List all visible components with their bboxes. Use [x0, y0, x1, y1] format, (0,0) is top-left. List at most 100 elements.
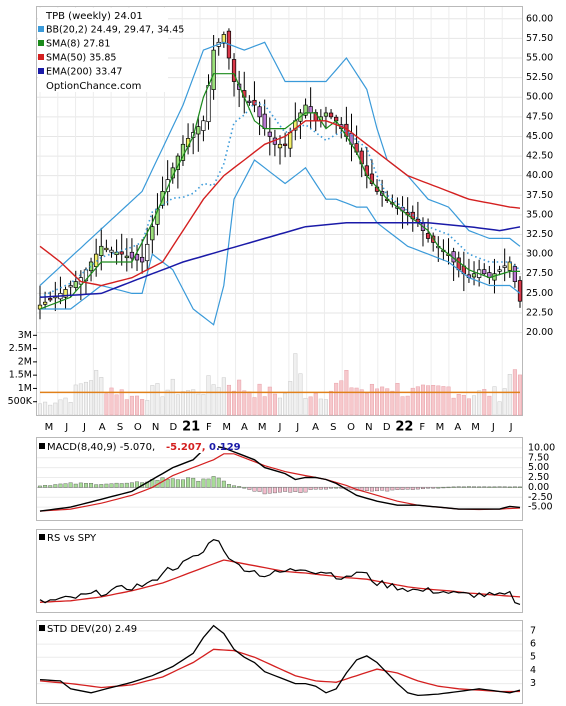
- volume-bar: [129, 395, 134, 416]
- volume-bar: [58, 399, 63, 416]
- volume-tick-label: 1.5M: [9, 370, 32, 381]
- macd-histogram-bar: [298, 487, 303, 494]
- month-tick-label: M: [258, 422, 267, 433]
- volume-bar: [487, 395, 492, 416]
- volume-bar: [364, 393, 369, 416]
- month-tick-label: J: [82, 422, 86, 433]
- volume-bar: [104, 393, 109, 416]
- price-tick-label: 35.00: [526, 209, 553, 220]
- candle-body: [129, 251, 135, 259]
- macd-histogram-bar: [426, 487, 431, 489]
- volume-bar: [267, 386, 272, 416]
- volume-bar: [492, 386, 497, 416]
- ema200-line: [39, 221, 521, 299]
- macd-histogram-bar: [518, 486, 522, 488]
- volume-bar: [395, 383, 400, 416]
- month-tick-label: J: [509, 422, 513, 433]
- candle-body: [63, 289, 68, 298]
- bb-middle-line: [39, 102, 521, 299]
- macd-histogram-bar: [313, 487, 318, 490]
- candle-body: [119, 251, 124, 255]
- month-tick-label: F: [206, 422, 212, 433]
- macd-histogram-bar: [104, 483, 109, 488]
- macd-histogram-bar: [196, 480, 201, 488]
- stddev-label: STD DEV(20) 2.49: [47, 624, 137, 635]
- watermark: OptionChance.com: [46, 81, 141, 92]
- candle-body: [231, 59, 237, 82]
- volume-bar: [68, 402, 73, 416]
- price-tick-label: 20.00: [526, 327, 553, 338]
- volume-bar: [73, 384, 78, 416]
- macd-histogram-bar: [507, 486, 512, 488]
- candle-body: [48, 298, 53, 301]
- macd-histogram-bar: [181, 479, 185, 488]
- legend-swatch-bb: [38, 26, 44, 32]
- price-tick-label: 55.00: [526, 52, 553, 63]
- macd-histogram-bar: [334, 487, 339, 489]
- macd-histogram-bar: [380, 487, 385, 491]
- macd-histogram-bar: [63, 483, 68, 488]
- legend-label-sma8: SMA(8) 27.81: [46, 39, 110, 50]
- volume-bar: [313, 392, 318, 416]
- bb-upper-line: [39, 41, 521, 286]
- candle-body: [471, 273, 477, 278]
- month-tick-label: S: [117, 422, 123, 433]
- volume-bar: [206, 375, 211, 416]
- month-tick-label: A: [241, 422, 248, 433]
- candle-body: [323, 112, 329, 117]
- macd-histogram-bar: [318, 487, 323, 490]
- month-tick-label: O: [134, 422, 142, 433]
- candle-body: [165, 179, 170, 193]
- volume-bar: [150, 385, 155, 416]
- month-tick-label: 21: [182, 420, 200, 435]
- legend-swatch-sma50: [38, 54, 44, 60]
- macd-histogram-bar: [512, 486, 517, 488]
- candle-body: [502, 265, 507, 268]
- macd-histogram-bar: [431, 487, 436, 489]
- rs-ma-line: [39, 559, 521, 603]
- candle-body: [288, 132, 293, 149]
- macd-histogram-bar: [497, 486, 502, 488]
- candle-body: [308, 106, 313, 114]
- macd-histogram-bar: [502, 486, 507, 488]
- candle-body: [221, 34, 226, 44]
- macd-histogram-bar: [288, 487, 293, 493]
- candle-body: [94, 253, 99, 267]
- legend-swatch-sma8: [38, 40, 44, 46]
- month-tick-label: 22: [395, 420, 413, 435]
- volume-bar: [390, 390, 395, 416]
- candle-body: [73, 281, 78, 288]
- candle-body: [482, 269, 487, 275]
- month-tick-label: F: [419, 422, 425, 433]
- candle-body: [456, 257, 461, 271]
- macd-histogram-bar: [410, 487, 415, 490]
- macd-histogram-bar: [38, 485, 42, 488]
- volume-bar: [472, 395, 477, 416]
- macd-histogram-bar: [456, 486, 461, 488]
- macd-histogram-bar: [83, 483, 88, 488]
- macd-histogram-bar: [206, 478, 211, 488]
- price-tick-label: 37.50: [526, 190, 553, 201]
- price-tick-label: 27.50: [526, 268, 553, 279]
- volume-bar: [119, 389, 124, 416]
- indicator-lines: [39, 41, 521, 326]
- candle-body: [114, 251, 119, 255]
- month-tick-label: M: [45, 422, 54, 433]
- volume-bar: [78, 383, 83, 416]
- volume-bar: [293, 353, 298, 416]
- stddev-line: [39, 624, 521, 697]
- volume-bar: [242, 390, 247, 416]
- volume-bar: [262, 396, 267, 416]
- volume-tick-label: 2M: [18, 356, 32, 367]
- month-tick-label: J: [64, 422, 68, 433]
- legend-label-ema200: EMA(200) 33.47: [46, 67, 122, 78]
- volume-bar: [232, 390, 237, 416]
- chart-title: TPB (weekly) 24.01: [45, 11, 143, 22]
- stddev-layer: [39, 624, 521, 697]
- macd-histogram-bar: [89, 483, 94, 488]
- month-tick-label: M: [436, 422, 445, 433]
- macd-tick-label: -5.00: [528, 502, 553, 513]
- macd-tick-label: 2.50: [528, 472, 549, 483]
- volume-bar: [191, 389, 196, 416]
